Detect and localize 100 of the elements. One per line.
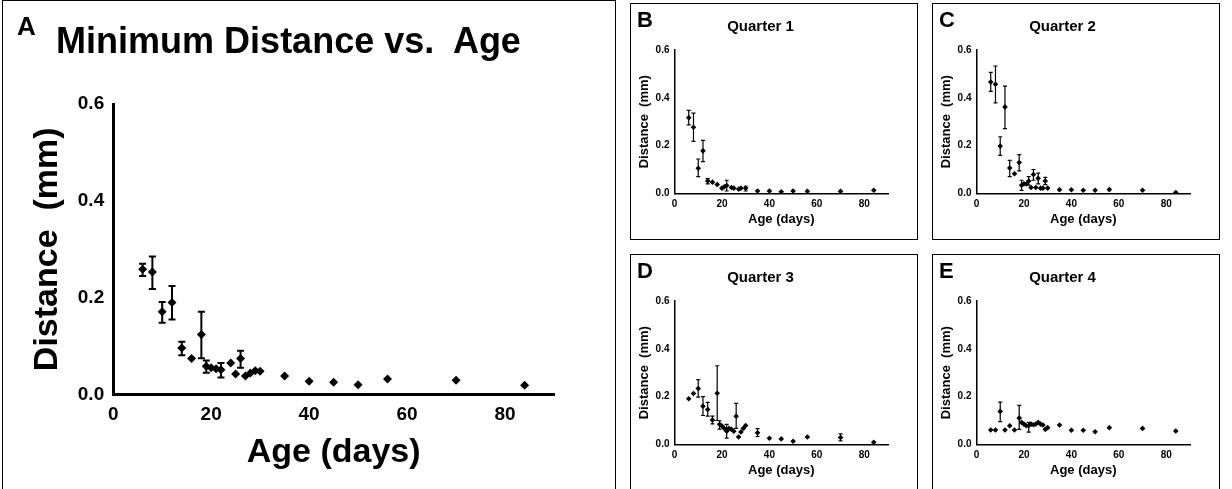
x-tick-label: 40: [763, 198, 776, 210]
point: [1056, 422, 1063, 428]
x-axis-title: Age (days): [748, 210, 815, 226]
point: [1028, 184, 1034, 191]
point: [187, 354, 197, 364]
point: [1106, 186, 1113, 193]
y-tick-label: 0.6: [655, 294, 670, 306]
x-tick-label: 60: [1113, 198, 1125, 210]
y-tick-label: 0.2: [655, 390, 670, 402]
y-axis-title: Distance (mm): [938, 326, 954, 420]
y-tick-label: 0.2: [957, 390, 972, 402]
y-tick-label: 0.0: [957, 187, 972, 199]
x-axis-title: Age (days): [1050, 210, 1117, 226]
chart-title: Quarter 3: [727, 268, 794, 286]
y-tick-label: 0.0: [77, 382, 105, 404]
point: [451, 375, 461, 385]
y-tick-label: 0.0: [957, 438, 972, 450]
point: [1006, 422, 1013, 429]
y-tick-label: 0.0: [655, 187, 670, 199]
x-tick-label: 20: [1018, 449, 1030, 461]
point: [520, 380, 530, 390]
x-tick-label: 20: [716, 198, 728, 210]
x-tick-label: 60: [396, 403, 418, 425]
point: [1011, 171, 1018, 177]
x-tick-label: 80: [858, 449, 871, 461]
point: [1011, 427, 1018, 433]
point: [735, 434, 742, 440]
chart-title: Minimum Distance vs. Age: [56, 19, 521, 61]
point: [1092, 428, 1098, 435]
y-axis-title: Distance (mm): [25, 127, 64, 372]
point: [992, 427, 999, 433]
x-tick-label: 80: [1160, 449, 1173, 461]
x-tick-label: 40: [1065, 449, 1078, 461]
y-tick-label: 0.2: [655, 139, 670, 151]
text: B: [637, 7, 653, 33]
point: [1106, 424, 1113, 431]
point: [778, 188, 785, 194]
point: [804, 188, 811, 194]
y-tick-label: 0.2: [957, 139, 972, 151]
y-tick-label: 0.6: [957, 43, 972, 55]
point: [766, 188, 773, 194]
x-tick-label: 80: [494, 403, 516, 425]
y-axis-title: Distance (mm): [636, 326, 652, 420]
point: [804, 434, 811, 440]
point: [987, 427, 994, 433]
point: [1172, 428, 1179, 434]
text: D: [637, 258, 653, 284]
text: A: [17, 11, 36, 42]
point: [280, 371, 290, 381]
point: [1092, 187, 1098, 194]
x-axis-title: Age (days): [1050, 461, 1117, 477]
x-tick-label: 0: [671, 198, 678, 210]
text: C: [939, 7, 955, 33]
point: [382, 374, 392, 384]
x-tick-label: 60: [1113, 449, 1125, 461]
point: [709, 179, 716, 185]
chart-title: Quarter 1: [727, 17, 794, 35]
x-tick-label: 40: [1065, 198, 1078, 210]
point: [870, 439, 877, 445]
x-tick-label: 60: [811, 449, 823, 461]
text: E: [939, 258, 954, 284]
point: [329, 377, 339, 387]
x-axis-title: Age (days): [246, 430, 421, 469]
y-tick-label: 0.6: [77, 92, 105, 114]
point: [754, 188, 761, 194]
y-tick-label: 0.2: [77, 285, 105, 307]
y-tick-label: 0.4: [957, 91, 972, 103]
y-tick-label: 0.4: [655, 91, 670, 103]
chart-title: Quarter 4: [1029, 268, 1097, 286]
point: [1139, 187, 1146, 194]
point: [353, 380, 363, 390]
y-tick-label: 0.6: [655, 43, 670, 55]
point: [766, 435, 773, 441]
chart-title: Quarter 2: [1029, 17, 1096, 35]
point: [685, 395, 692, 402]
point: [1056, 187, 1063, 193]
point: [1080, 187, 1087, 194]
y-tick-label: 0.0: [655, 438, 670, 450]
point: [837, 188, 844, 194]
y-tick-label: 0.4: [957, 342, 972, 354]
point: [226, 358, 236, 368]
x-tick-label: 0: [973, 449, 980, 461]
x-tick-label: 20: [716, 449, 728, 461]
point: [245, 368, 255, 378]
point: [778, 436, 785, 442]
point: [1080, 427, 1087, 434]
x-tick-label: 20: [200, 403, 222, 425]
x-tick-label: 0: [973, 198, 980, 210]
y-tick-label: 0.4: [655, 342, 670, 354]
point: [1068, 187, 1075, 193]
point: [1172, 189, 1179, 194]
x-tick-label: 80: [1160, 198, 1173, 210]
point: [240, 371, 250, 381]
x-tick-label: 80: [858, 198, 871, 210]
point: [1044, 185, 1051, 191]
x-axis-title: Age (days): [748, 461, 815, 477]
y-axis-title: Distance (mm): [636, 75, 652, 169]
point: [1068, 427, 1075, 434]
point: [1033, 184, 1039, 191]
y-axis-title: Distance (mm): [938, 75, 954, 169]
